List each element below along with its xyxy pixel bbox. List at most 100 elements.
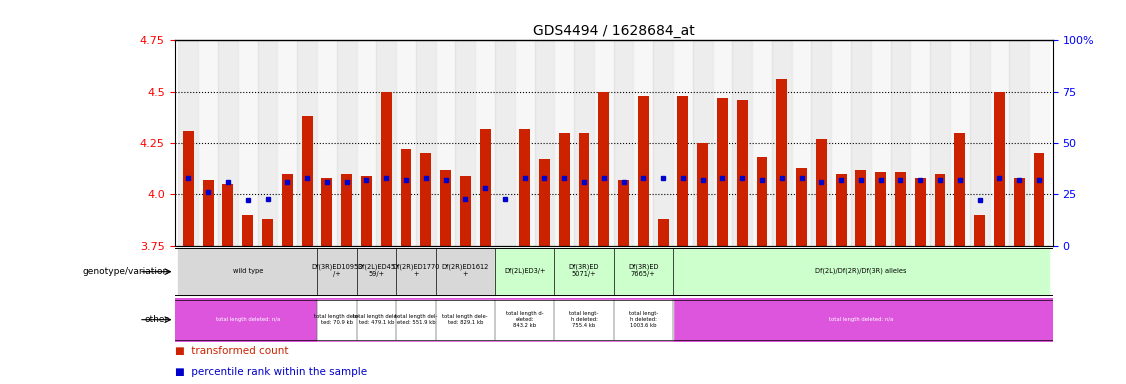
Bar xyxy=(495,300,554,339)
Bar xyxy=(974,215,985,246)
Bar xyxy=(258,40,277,246)
Bar xyxy=(614,40,634,246)
Bar xyxy=(436,248,495,295)
Bar xyxy=(891,40,911,246)
Bar xyxy=(554,40,574,246)
Bar xyxy=(1009,40,1029,246)
Bar xyxy=(495,40,515,246)
Bar xyxy=(717,98,727,246)
Bar xyxy=(179,40,198,246)
Bar xyxy=(653,40,673,246)
Bar xyxy=(179,248,316,295)
Bar xyxy=(950,40,969,246)
Bar xyxy=(316,248,357,295)
Text: total length d-
eleted:
843.2 kb: total length d- eleted: 843.2 kb xyxy=(506,311,544,328)
Bar xyxy=(870,40,891,246)
Bar xyxy=(678,96,688,246)
Bar xyxy=(436,40,455,246)
Bar xyxy=(455,40,475,246)
Bar xyxy=(1029,40,1048,246)
Bar xyxy=(357,300,396,339)
Text: Df(2L)ED45
59/+: Df(2L)ED45 59/+ xyxy=(357,264,395,277)
Bar xyxy=(361,176,372,246)
Bar xyxy=(994,92,1004,246)
Text: total length dele-
ted: 479.1 kb: total length dele- ted: 479.1 kb xyxy=(354,314,399,325)
Bar xyxy=(495,248,554,295)
Bar xyxy=(554,248,614,295)
Text: total length dele-
ted: 70.9 kb: total length dele- ted: 70.9 kb xyxy=(314,314,359,325)
Bar xyxy=(618,180,629,246)
Bar xyxy=(440,170,452,246)
Bar xyxy=(436,300,495,339)
Bar xyxy=(558,133,570,246)
Bar xyxy=(895,172,906,246)
Bar xyxy=(198,40,218,246)
Bar xyxy=(1013,178,1025,246)
Bar xyxy=(459,176,471,246)
Bar xyxy=(955,133,965,246)
Text: other: other xyxy=(144,315,169,324)
Bar xyxy=(282,174,293,246)
Bar xyxy=(816,139,826,246)
Bar xyxy=(757,157,768,246)
Bar xyxy=(519,129,530,246)
Bar xyxy=(776,79,787,246)
Bar xyxy=(515,40,535,246)
Bar xyxy=(969,40,990,246)
Text: total lengt-
h deleted:
1003.6 kb: total lengt- h deleted: 1003.6 kb xyxy=(628,311,658,328)
Bar xyxy=(579,133,589,246)
Text: total length dele-
ted: 829.1 kb: total length dele- ted: 829.1 kb xyxy=(443,314,489,325)
Text: Df(2L)/Df(2R)/Df(3R) alleles: Df(2L)/Df(2R)/Df(3R) alleles xyxy=(815,267,906,274)
Bar xyxy=(673,248,1048,295)
Bar xyxy=(911,40,930,246)
Bar xyxy=(420,153,431,246)
Text: total lengt-
h deleted:
755.4 kb: total lengt- h deleted: 755.4 kb xyxy=(570,311,599,328)
Bar xyxy=(875,172,886,246)
Bar xyxy=(990,40,1009,246)
Text: Df(2R)ED1612
+: Df(2R)ED1612 + xyxy=(441,264,489,277)
Bar xyxy=(732,40,752,246)
Bar xyxy=(480,129,491,246)
Text: Df(2L)ED3/+: Df(2L)ED3/+ xyxy=(504,267,545,274)
Bar xyxy=(658,219,669,246)
Bar xyxy=(593,40,614,246)
Text: ■  percentile rank within the sample: ■ percentile rank within the sample xyxy=(175,367,367,377)
Text: Df(3R)ED
7665/+: Df(3R)ED 7665/+ xyxy=(628,264,659,277)
Bar xyxy=(752,40,772,246)
Bar xyxy=(182,131,194,246)
Text: wild type: wild type xyxy=(233,268,262,274)
Bar xyxy=(302,116,313,246)
Text: genotype/variation: genotype/variation xyxy=(82,267,169,276)
Bar xyxy=(598,92,609,246)
Text: GDS4494 / 1628684_at: GDS4494 / 1628684_at xyxy=(533,25,695,38)
Bar xyxy=(242,215,253,246)
Bar xyxy=(792,40,812,246)
Bar xyxy=(376,40,396,246)
Bar xyxy=(935,174,946,246)
Bar xyxy=(1034,153,1045,246)
Bar xyxy=(401,149,411,246)
Bar xyxy=(673,40,692,246)
Bar xyxy=(856,170,866,246)
Bar xyxy=(692,40,713,246)
Bar xyxy=(812,40,831,246)
Bar xyxy=(396,40,415,246)
Bar xyxy=(713,40,732,246)
Bar xyxy=(203,180,214,246)
Bar xyxy=(277,40,297,246)
Bar xyxy=(218,40,238,246)
Bar xyxy=(337,40,357,246)
Bar xyxy=(223,184,233,246)
Bar xyxy=(831,40,851,246)
Bar xyxy=(851,40,870,246)
Bar xyxy=(539,159,549,246)
Bar xyxy=(297,40,316,246)
Bar xyxy=(238,40,258,246)
Bar xyxy=(772,40,792,246)
Text: total length deleted: n/a: total length deleted: n/a xyxy=(829,317,893,322)
Text: Df(3R)ED
5071/+: Df(3R)ED 5071/+ xyxy=(569,264,599,277)
Bar xyxy=(697,143,708,246)
Bar xyxy=(736,100,748,246)
Bar xyxy=(796,168,807,246)
Text: total length deleted: n/a: total length deleted: n/a xyxy=(215,317,280,322)
